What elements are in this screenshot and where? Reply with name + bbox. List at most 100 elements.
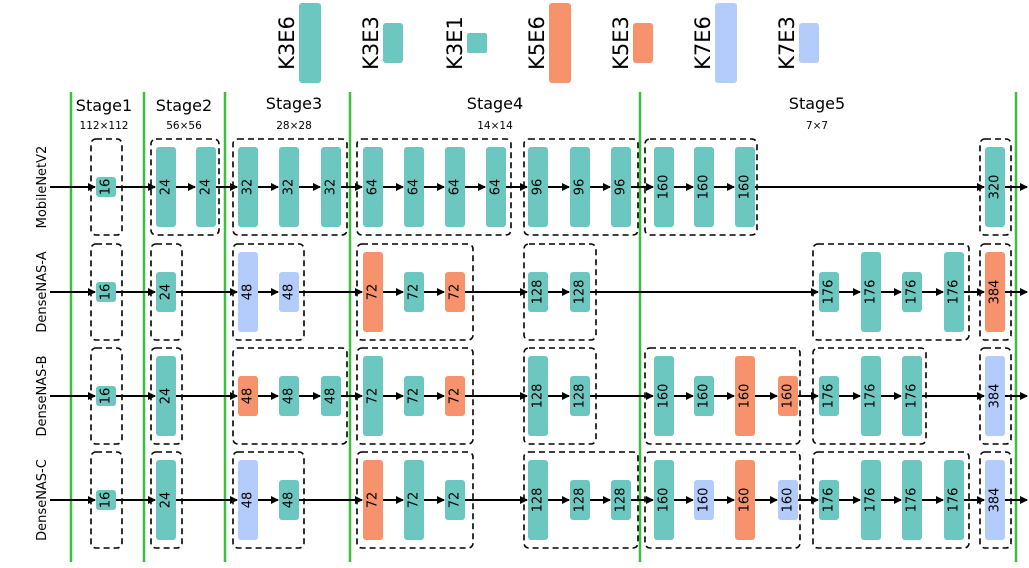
block-channel-label: 48 [282,284,297,301]
block-channel-label: 72 [448,388,463,405]
block-shape [238,252,258,332]
stage-title: Stage1 [76,96,132,115]
legend-item-k3e6: K3E6 [275,3,321,83]
block-shape [279,272,299,312]
mbconv-block-k3e1: 16 [96,490,116,510]
mbconv-block-k3e6: 176 [861,356,881,436]
block-channel-label: 48 [241,284,256,301]
block-channel-label: 160 [697,488,712,513]
block-channel-label: 128 [531,384,546,409]
mbconv-block-k7e6: 384 [985,356,1005,436]
block-channel-label: 72 [448,284,463,301]
legend-swatch-k3e1 [467,33,487,53]
block-shape [156,272,176,312]
mbconv-block-k3e6: 176 [861,460,881,540]
mbconv-block-k3e6: 96 [570,147,590,227]
block-channel-label: 24 [159,179,174,196]
block-shape [96,386,116,406]
mbconv-block-k3e1: 16 [96,177,116,197]
block-channel-label: 48 [282,492,297,509]
block-channel-label: 176 [905,488,920,513]
block-channel-label: 176 [864,488,879,513]
block-shape [819,376,839,416]
block-channel-label: 64 [366,179,381,196]
block-shape [404,460,424,540]
row-label-densenas-b: DenseNAS-B [35,355,50,436]
mbconv-block-k3e3: 128 [528,272,548,312]
mbconv-block-k3e6: 176 [944,460,964,540]
block-shape [196,147,216,227]
block-shape [156,356,176,436]
network-rows: 16 24 24 32 32 32 64 64 64 64 96 96 96 160 160 160 32016… [50,138,1028,549]
mbconv-block-k3e3: 48 [321,376,341,416]
block-channel-label: 24 [159,492,174,509]
mbconv-block-k3e3: 48 [279,376,299,416]
block-channel-label: 128 [614,488,629,513]
block-channel-label: 128 [531,488,546,513]
block-shape [528,272,548,312]
mbconv-block-k3e6: 32 [321,147,341,227]
mbconv-block-k3e3: 176 [819,480,839,520]
block-shape [279,147,299,227]
block-shape [96,490,116,510]
block-shape [654,356,674,436]
mbconv-block-k5e6: 160 [735,356,755,436]
block-shape [985,147,1005,227]
block-channel-label: 176 [905,280,920,305]
block-channel-label: 48 [241,388,256,405]
mbconv-block-k3e6: 64 [404,147,424,227]
mbconv-block-k3e3: 128 [570,272,590,312]
block-channel-label: 176 [947,488,962,513]
block-shape [902,460,922,540]
block-shape [486,147,506,227]
mbconv-block-k3e6: 320 [985,147,1005,227]
mbconv-block-k3e6: 24 [156,356,176,436]
block-shape [944,252,964,332]
block-channel-label: 32 [241,179,256,196]
mbconv-block-k3e3: 176 [819,272,839,312]
legend-label-k7e3: K7E3 [775,16,799,70]
legend-swatch-k3e3 [383,23,403,63]
block-channel-label: 176 [822,384,837,409]
mbconv-block-k3e6: 176 [944,252,964,332]
block-channel-label: 160 [657,384,672,409]
stage-title: Stage4 [467,94,523,113]
legend-label-k3e1: K3E1 [443,16,467,70]
block-channel-label: 160 [738,488,753,513]
block-channel-label: 160 [697,175,712,200]
block-shape [238,376,258,416]
legend-swatch-k7e6 [715,3,737,83]
network-row: 16 24 24 32 32 32 64 64 64 64 96 96 96 160 160 160 320 [50,138,1028,236]
block-shape [985,460,1005,540]
mbconv-block-k3e6: 128 [528,356,548,436]
block-channel-label: 16 [99,179,114,196]
block-shape [321,147,341,227]
mbconv-block-k3e3: 128 [570,480,590,520]
block-channel-label: 72 [366,284,381,301]
legend-label-k5e3: K5E3 [609,16,633,70]
mbconv-block-k3e6: 64 [445,147,465,227]
block-shape [96,282,116,302]
mbconv-block-k5e6: 72 [363,252,383,332]
mbconv-block-k7e3: 160 [778,480,798,520]
block-shape [404,272,424,312]
block-channel-label: 72 [366,388,381,405]
block-shape [694,147,714,227]
mbconv-block-k3e6: 72 [404,460,424,540]
block-shape [861,252,881,332]
mbconv-block-k3e3: 72 [404,376,424,416]
mbconv-block-k3e3: 72 [404,272,424,312]
block-shape [944,460,964,540]
stage-title: Stage5 [789,94,845,113]
block-shape [985,356,1005,436]
block-channel-label: 176 [864,280,879,305]
mbconv-block-k3e3: 176 [902,272,922,312]
mbconv-block-k3e6: 160 [654,460,674,540]
block-shape [611,147,631,227]
block-channel-label: 16 [99,388,114,405]
block-shape [445,147,465,227]
mbconv-block-k3e6: 64 [363,147,383,227]
block-channel-label: 64 [407,179,422,196]
mbconv-block-k3e3: 128 [611,480,631,520]
legend: K3E6 K3E3 K3E1 K5E6 K5E3 K7E6 K7E3 [275,3,819,83]
